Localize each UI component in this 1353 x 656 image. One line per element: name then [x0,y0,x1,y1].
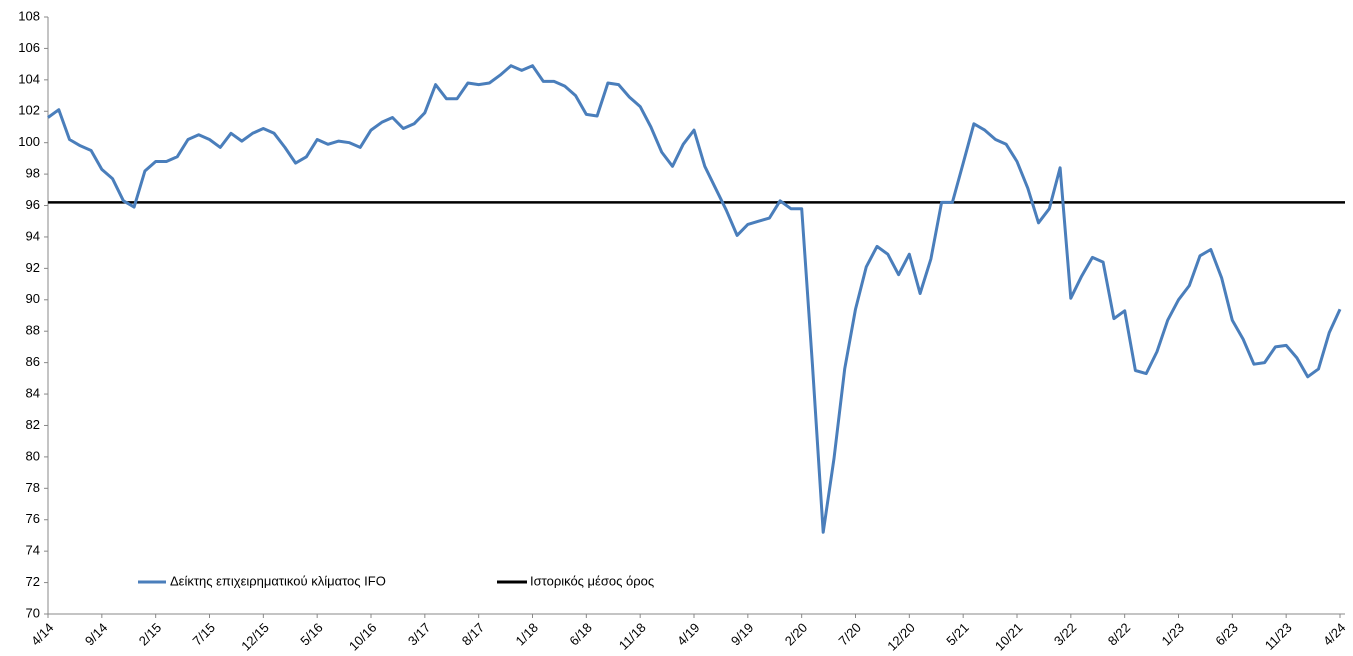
x-tick-label: 1/18 [513,620,542,649]
x-tick-label: 10/21 [992,620,1026,654]
x-tick-label: 11/18 [616,620,649,653]
x-tick-label: 9/14 [82,620,111,649]
x-tick-label: 2/15 [136,620,165,649]
series-line [47,64,1342,534]
x-tick-label: 8/22 [1105,620,1134,649]
y-tick-label: 92 [26,260,40,275]
x-tick-label: 7/15 [190,620,219,649]
x-tick-label: 8/17 [459,620,488,649]
y-tick-label: 100 [18,134,40,149]
y-tick-label: 94 [26,228,40,243]
legend-label: Ιστορικός μέσος όρος [530,573,654,588]
x-tick-label: 12/20 [884,620,918,654]
x-tick-label: 2/20 [782,620,811,649]
y-tick-label: 82 [26,417,40,432]
y-tick-label: 98 [26,166,40,181]
x-tick-label: 5/21 [943,620,972,649]
y-tick-label: 78 [26,480,40,495]
y-tick-label: 90 [26,291,40,306]
x-tick-label: 7/20 [836,620,865,649]
x-tick-label: 10/16 [346,620,380,654]
y-tick-label: 86 [26,354,40,369]
x-tick-label: 4/19 [674,620,703,649]
x-tick-label: 11/23 [1262,620,1295,653]
y-tick-label: 72 [26,574,40,589]
x-tick-label: 9/19 [728,620,757,649]
x-tick-label: 12/15 [238,620,272,654]
y-tick-label: 102 [18,103,40,118]
y-tick-label: 70 [26,605,40,620]
y-tick-label: 80 [26,448,40,463]
x-tick-label: 1/23 [1159,620,1188,649]
x-tick-label: 6/18 [566,620,595,649]
x-tick-label: 6/23 [1212,620,1241,649]
x-tick-label: 4/24 [1320,620,1349,649]
x-tick-label: 3/17 [405,620,434,649]
y-tick-label: 108 [18,8,40,23]
x-tick-label: 3/22 [1051,620,1080,649]
y-tick-label: 106 [18,40,40,55]
y-tick-label: 84 [26,385,40,400]
y-tick-label: 104 [18,71,40,86]
y-tick-label: 96 [26,197,40,212]
x-tick-label: 4/14 [28,620,57,649]
legend-label: Δείκτης επιχειρηματικού κλίματος IFO [170,573,386,588]
y-tick-label: 76 [26,511,40,526]
y-tick-label: 74 [26,543,40,558]
x-tick-label: 5/16 [297,620,326,649]
y-tick-label: 88 [26,323,40,338]
